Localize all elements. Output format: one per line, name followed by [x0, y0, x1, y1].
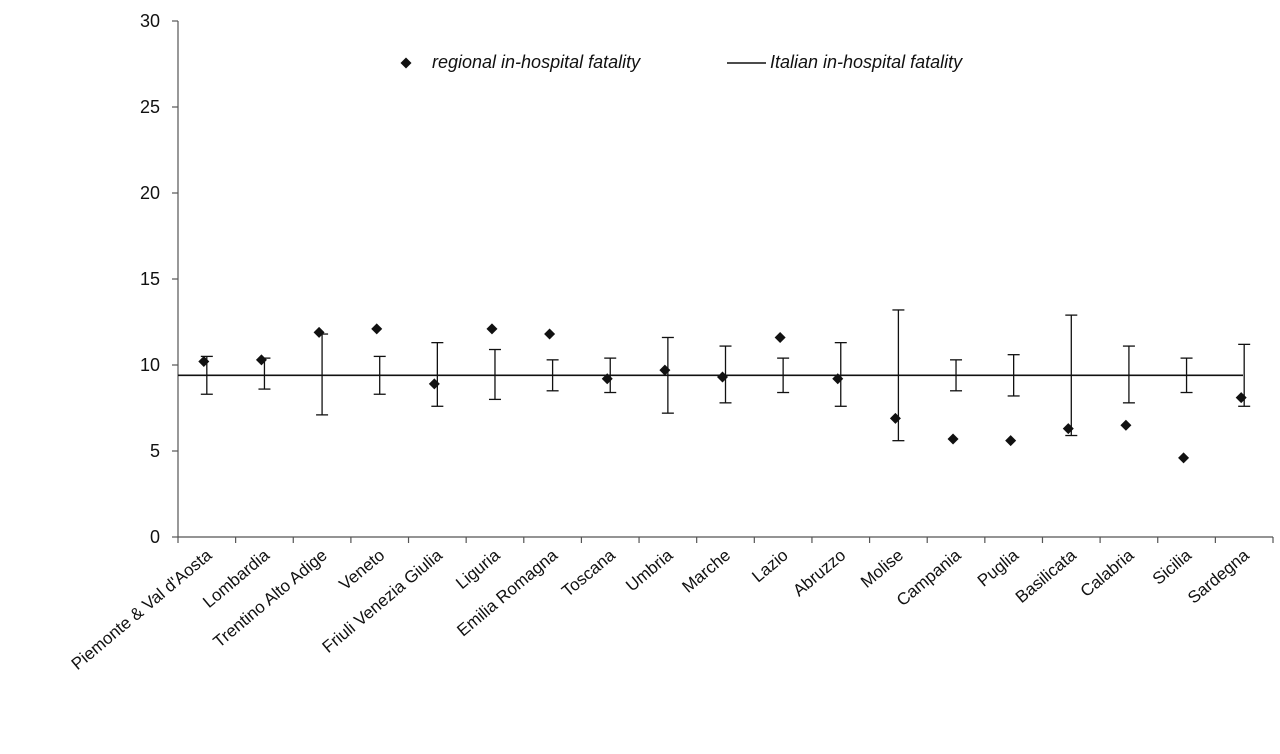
- x-tick-label: Sardegna: [1184, 545, 1253, 607]
- x-tick-label: Basilicata: [1012, 545, 1080, 607]
- y-tick-label: 25: [140, 97, 160, 117]
- regional-fatality-point: [1178, 452, 1190, 464]
- y-tick-label: 20: [140, 183, 160, 203]
- x-tick-label: Puglia: [974, 545, 1023, 590]
- regional-fatality-point: [428, 378, 440, 390]
- x-tick-label: Piemonte & Val d'Aosta: [68, 545, 216, 674]
- x-tick-label: Umbria: [622, 545, 677, 595]
- y-tick-label: 15: [140, 269, 160, 289]
- x-tick-label: Calabria: [1077, 545, 1138, 601]
- regional-fatality-point: [198, 356, 210, 368]
- regional-fatality-point: [832, 373, 844, 385]
- regional-fatality-point: [255, 354, 267, 366]
- x-tick-label: Campania: [893, 545, 965, 610]
- legend-diamond-marker: [400, 57, 412, 69]
- regional-fatality-point: [774, 331, 786, 343]
- legend: regional in-hospital fatality Italian in…: [400, 52, 963, 72]
- regional-fatality-point: [544, 328, 556, 340]
- x-tick-label: Molise: [857, 546, 907, 592]
- legend-label-regional: regional in-hospital fatality: [432, 52, 641, 72]
- regional-fatality-point: [659, 364, 671, 376]
- regional-fatality-point: [1005, 435, 1017, 447]
- regional-fatality-point: [1235, 392, 1247, 404]
- regional-fatality-point: [313, 326, 325, 338]
- regional-fatality-point: [889, 412, 901, 424]
- y-tick-label: 0: [150, 527, 160, 547]
- x-tick-label: Abruzzo: [789, 546, 849, 601]
- regional-fatality-point: [1062, 423, 1074, 435]
- y-tick-label: 5: [150, 441, 160, 461]
- regional-fatality-point: [601, 373, 613, 385]
- x-tick-label: Veneto: [336, 546, 389, 595]
- x-tick-label: Marche: [678, 546, 734, 597]
- x-tick-label: Emilia Romagna: [453, 545, 561, 640]
- legend-label-italian: Italian in-hospital fatality: [770, 52, 963, 72]
- data-points: [198, 323, 1247, 464]
- x-tick-label: Liguria: [452, 545, 504, 593]
- regional-fatality-point: [947, 433, 959, 445]
- x-tick-label: Lazio: [748, 546, 791, 587]
- regional-fatality-point: [717, 371, 728, 383]
- y-tick-label: 10: [140, 355, 160, 375]
- x-tick-label: Toscana: [558, 545, 619, 601]
- regional-fatality-point: [486, 323, 498, 335]
- x-tick-label: Sicilia: [1149, 545, 1196, 588]
- y-tick-label: 30: [140, 11, 160, 31]
- regional-fatality-point: [371, 323, 383, 335]
- regional-fatality-point: [1120, 419, 1132, 431]
